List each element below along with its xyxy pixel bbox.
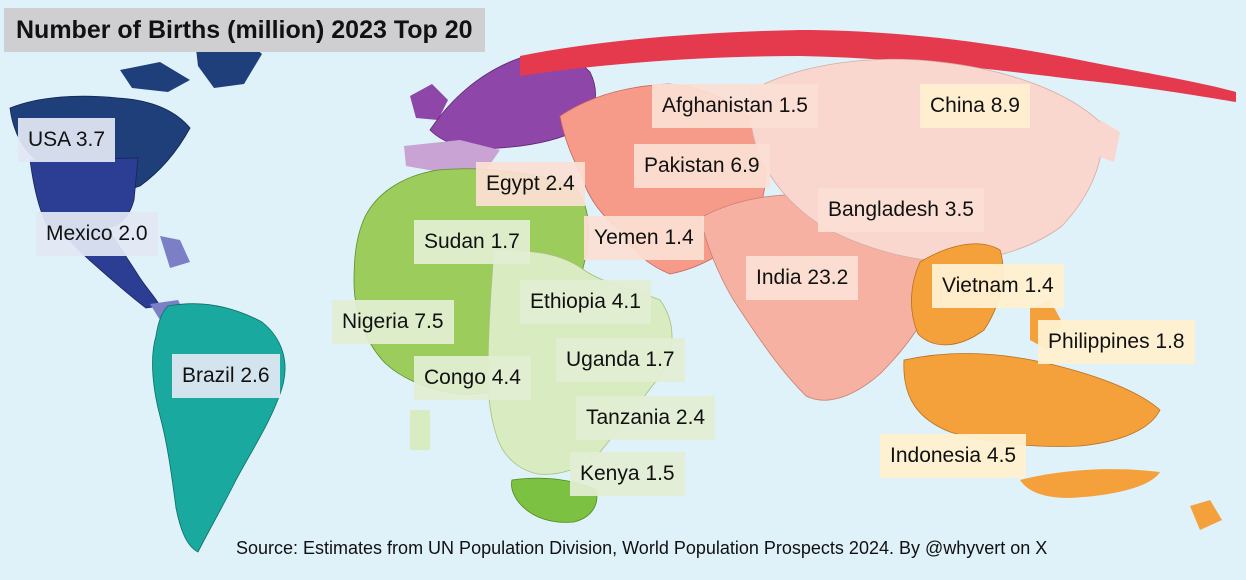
label-usa: USA 3.7 [18,118,116,162]
country-name: Tanzania [586,406,671,429]
land-uk [410,84,448,120]
label-yemen: Yemen 1.4 [584,216,704,260]
country-value: 1.5 [778,94,808,117]
label-tanzania: Tanzania 2.4 [576,396,716,440]
source-note: Source: Estimates from UN Population Div… [236,538,1048,558]
country-name: Bangladesh [828,198,939,221]
country-value: 7.5 [414,310,444,333]
country-value: 2.4 [675,406,706,429]
country-value: 1.7 [490,230,520,253]
map-title: Number of Births (million) 2023 Top 20 [4,8,485,52]
land-japan [1098,120,1120,162]
label-nigeria: Nigeria 7.5 [332,300,454,344]
country-value: 3.7 [75,128,106,151]
country-name: Mexico [46,222,113,245]
country-name: Afghanistan [662,94,773,117]
land-arctic-islands [120,62,190,92]
label-sudan: Sudan 1.7 [414,220,530,264]
country-value: 4.4 [491,366,521,389]
country-name: Uganda [566,348,640,371]
label-india: India 23.2 [746,256,859,300]
label-kenya: Kenya 1.5 [570,452,685,496]
land-russia [520,30,1236,102]
label-brazil: Brazil 2.6 [172,354,280,398]
country-name: India [756,266,802,289]
country-value: 2.0 [118,222,148,245]
label-mexico: Mexico 2.0 [36,212,158,256]
country-name: Sudan [424,230,485,253]
label-indonesia: Indonesia 4.5 [880,434,1027,478]
country-value: 8.9 [990,94,1020,117]
country-name: Vietnam [942,274,1019,297]
country-value: 3.5 [944,198,974,221]
label-bangladesh: Bangladesh 3.5 [818,188,984,232]
label-uganda: Uganda 1.7 [556,338,685,382]
land-new-guinea [1020,469,1160,498]
country-value: 2.6 [240,364,270,387]
country-name: Egypt [486,172,540,195]
country-value: 1.7 [645,348,675,371]
country-value: 23.2 [807,266,849,289]
label-pakistan: Pakistan 6.9 [634,144,770,188]
country-name: Indonesia [890,444,982,467]
label-egypt: Egypt 2.4 [476,162,585,206]
country-name: Pakistan [644,154,725,177]
country-name: Nigeria [342,310,409,333]
label-congo: Congo 4.4 [414,356,531,400]
country-value: 2.4 [545,172,575,195]
country-value: 1.4 [664,226,694,249]
country-name: Congo [424,366,486,389]
country-value: 6.9 [730,154,760,177]
label-vietnam: Vietnam 1.4 [932,264,1064,308]
country-name: China [930,94,985,117]
label-china: China 8.9 [920,84,1030,128]
country-name: Yemen [594,226,659,249]
country-value: 1.8 [1155,330,1185,353]
country-name: USA [28,128,71,151]
label-ethiopia: Ethiopia 4.1 [520,280,651,324]
country-value: 4.1 [611,290,641,313]
land-indonesia [903,353,1161,447]
land-central-america [160,236,190,268]
country-name: Ethiopia [530,290,606,313]
land-new-zealand [1190,500,1222,530]
country-name: Brazil [182,364,235,387]
label-afghanistan: Afghanistan 1.5 [652,84,818,128]
country-value: 1.5 [645,462,675,485]
country-name: Kenya [580,462,640,485]
land-small-island [410,410,430,450]
country-value: 4.5 [986,444,1017,467]
country-value: 1.4 [1024,274,1054,297]
label-philippines: Philippines 1.8 [1038,320,1195,364]
country-name: Philippines [1048,330,1150,353]
